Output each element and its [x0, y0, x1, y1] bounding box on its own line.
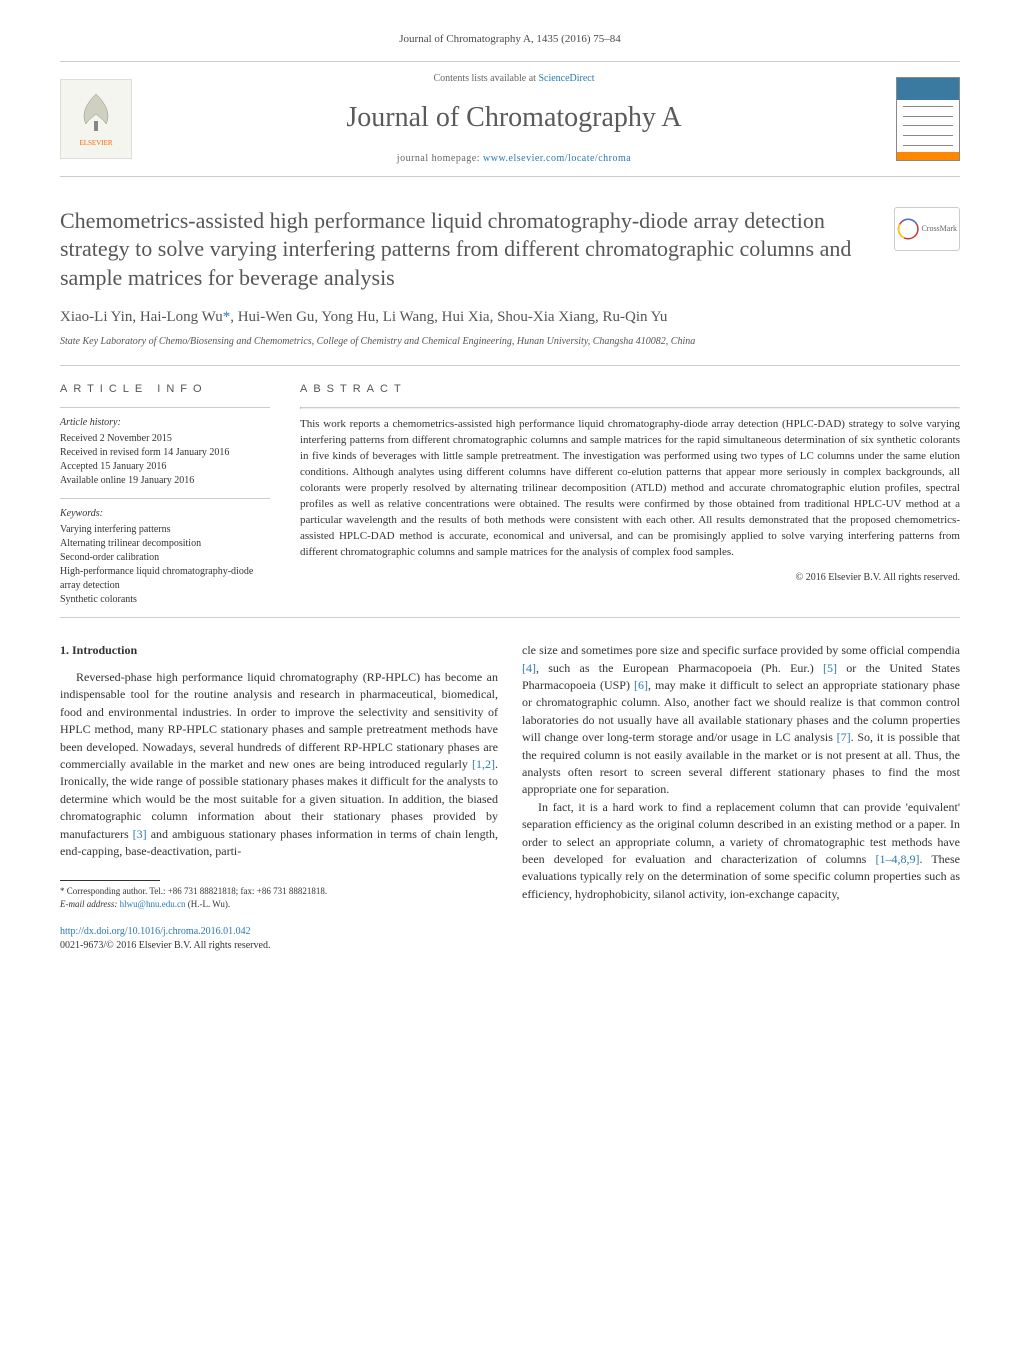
- body-col-left: 1. Introduction Reversed-phase high perf…: [60, 642, 498, 910]
- homepage-prefix: journal homepage:: [397, 153, 483, 164]
- keyword-item: Second-order calibration: [60, 551, 270, 565]
- header-center: Contents lists available at ScienceDirec…: [132, 72, 896, 165]
- history-item: Available online 19 January 2016: [60, 474, 270, 488]
- ref-link[interactable]: [1–4,8,9]: [875, 852, 919, 866]
- homepage-link[interactable]: www.elsevier.com/locate/chroma: [483, 153, 631, 164]
- elsevier-logo: ELSEVIER: [60, 79, 132, 159]
- sciencedirect-link[interactable]: ScienceDirect: [538, 73, 594, 84]
- divider: [60, 407, 270, 408]
- body-paragraph: cle size and sometimes pore size and spe…: [522, 642, 960, 799]
- title-row: Chemometrics-assisted high performance l…: [60, 207, 960, 293]
- authors-part1: Xiao-Li Yin, Hai-Long Wu: [60, 309, 223, 325]
- authors-part2: , Hui-Wen Gu, Yong Hu, Li Wang, Hui Xia,…: [230, 309, 667, 325]
- email-suffix: (H.-L. Wu).: [185, 899, 230, 909]
- keyword-item: Alternating trilinear decomposition: [60, 537, 270, 551]
- intro-heading: 1. Introduction: [60, 642, 498, 659]
- divider: [60, 498, 270, 499]
- crossmark-label: CrossMark: [921, 223, 957, 234]
- ref-link[interactable]: [7]: [837, 730, 851, 744]
- abstract-text: This work reports a chemometrics-assiste…: [300, 417, 960, 560]
- ref-link[interactable]: [6]: [634, 678, 648, 692]
- history-item: Received in revised form 14 January 2016: [60, 446, 270, 460]
- history-label: Article history:: [60, 416, 270, 430]
- keyword-item: High-performance liquid chromatography-d…: [60, 565, 270, 593]
- contents-line: Contents lists available at ScienceDirec…: [132, 72, 896, 86]
- article-block: Chemometrics-assisted high performance l…: [0, 177, 1020, 366]
- article-info-heading: ARTICLE INFO: [60, 382, 270, 397]
- divider: [300, 407, 960, 409]
- email-label: E-mail address:: [60, 899, 120, 909]
- abstract-col: ABSTRACT This work reports a chemometric…: [300, 382, 960, 607]
- info-abstract-row: ARTICLE INFO Article history: Received 2…: [0, 366, 1020, 607]
- email-line: E-mail address: hlwu@hnu.edu.cn (H.-L. W…: [60, 898, 498, 911]
- footer-block: http://dx.doi.org/10.1016/j.chroma.2016.…: [0, 911, 1020, 983]
- keyword-item: Synthetic colorants: [60, 593, 270, 607]
- contents-prefix: Contents lists available at: [433, 73, 538, 84]
- authors: Xiao-Li Yin, Hai-Long Wu*, Hui-Wen Gu, Y…: [60, 306, 960, 329]
- journal-title: Journal of Chromatography A: [132, 98, 896, 137]
- keyword-item: Varying interfering patterns: [60, 523, 270, 537]
- ref-link[interactable]: [1,2]: [472, 757, 495, 771]
- issn-line: 0021-9673/© 2016 Elsevier B.V. All right…: [60, 939, 960, 953]
- abstract-copyright: © 2016 Elsevier B.V. All rights reserved…: [300, 571, 960, 585]
- journal-cover-thumb: [896, 77, 960, 161]
- footnote-separator: [60, 880, 160, 881]
- article-title: Chemometrics-assisted high performance l…: [60, 207, 894, 293]
- corr-author-line: * Corresponding author. Tel.: +86 731 88…: [60, 885, 498, 898]
- text: cle size and sometimes pore size and spe…: [522, 643, 960, 657]
- crossmark-badge[interactable]: CrossMark: [894, 207, 960, 251]
- keywords-label: Keywords:: [60, 507, 270, 521]
- ref-link[interactable]: [4]: [522, 661, 536, 675]
- homepage-line: journal homepage: www.elsevier.com/locat…: [132, 152, 896, 166]
- crossmark-icon: [897, 216, 919, 242]
- affiliation: State Key Laboratory of Chemo/Biosensing…: [60, 335, 960, 349]
- body-paragraph: Reversed-phase high performance liquid c…: [60, 669, 498, 860]
- abstract-heading: ABSTRACT: [300, 382, 960, 397]
- history-item: Accepted 15 January 2016: [60, 460, 270, 474]
- corresponding-footnote: * Corresponding author. Tel.: +86 731 88…: [60, 885, 498, 910]
- history-item: Received 2 November 2015: [60, 432, 270, 446]
- elsevier-logo-text: ELSEVIER: [79, 139, 112, 149]
- body-col-right: cle size and sometimes pore size and spe…: [522, 642, 960, 910]
- text: , such as the European Pharmacopoeia (Ph…: [536, 661, 823, 675]
- page-header: Journal of Chromatography A, 1435 (2016)…: [0, 0, 1020, 177]
- body-columns: 1. Introduction Reversed-phase high perf…: [0, 618, 1020, 910]
- ref-link[interactable]: [3]: [133, 827, 147, 841]
- article-info-col: ARTICLE INFO Article history: Received 2…: [60, 382, 270, 607]
- doi-link[interactable]: http://dx.doi.org/10.1016/j.chroma.2016.…: [60, 926, 251, 937]
- journal-reference: Journal of Chromatography A, 1435 (2016)…: [60, 32, 960, 47]
- email-link[interactable]: hlwu@hnu.edu.cn: [120, 899, 186, 909]
- header-bar: ELSEVIER Contents lists available at Sci…: [60, 61, 960, 176]
- doi-line: http://dx.doi.org/10.1016/j.chroma.2016.…: [60, 925, 960, 939]
- text: Reversed-phase high performance liquid c…: [60, 670, 498, 771]
- ref-link[interactable]: [5]: [823, 661, 837, 675]
- body-paragraph: In fact, it is a hard work to find a rep…: [522, 799, 960, 903]
- elsevier-tree-icon: [71, 89, 121, 139]
